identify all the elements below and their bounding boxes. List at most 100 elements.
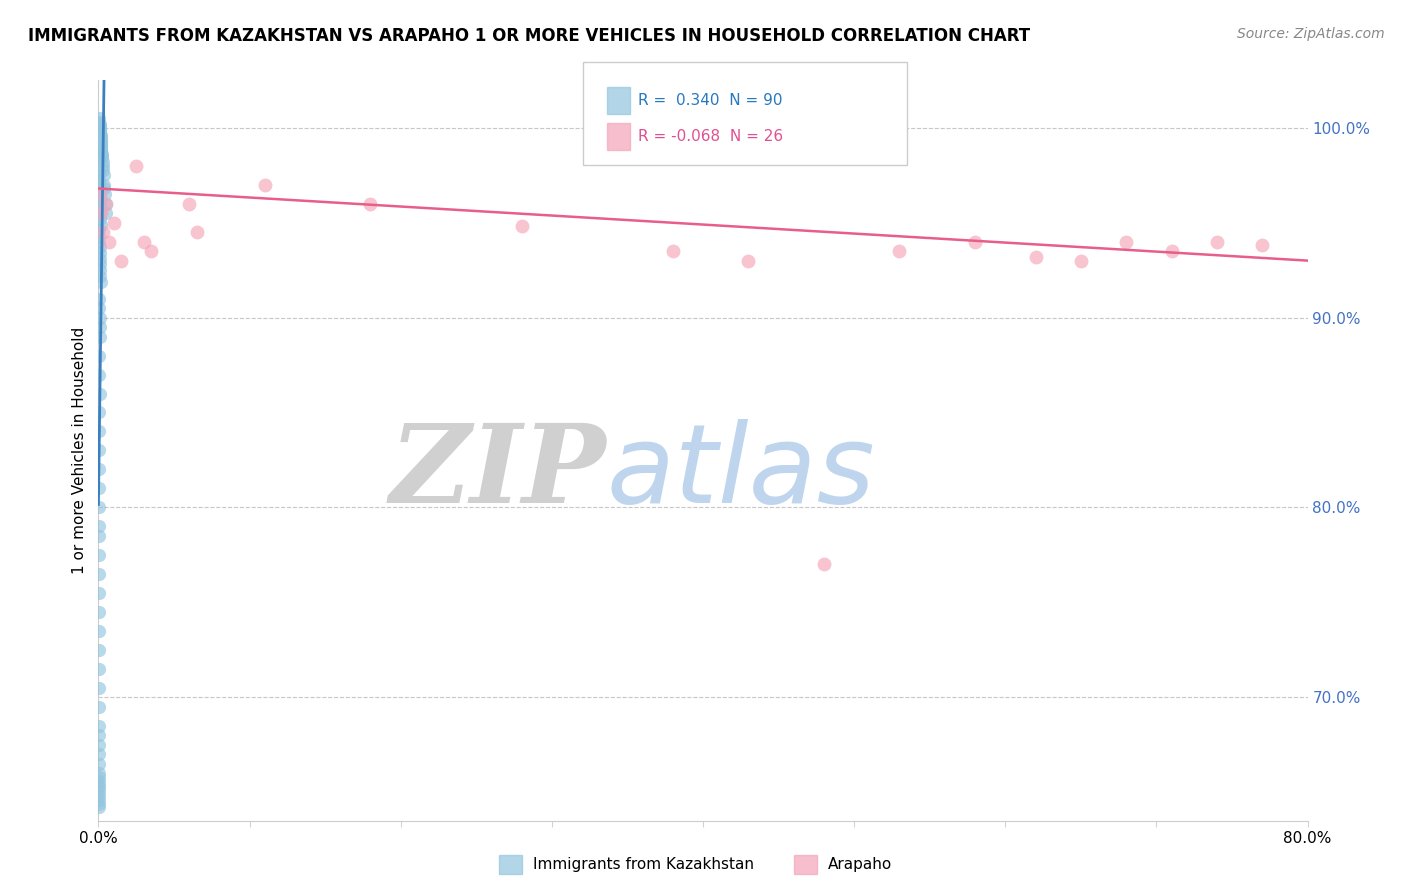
Point: [89, 462, 111, 476]
Point: [90, 218, 112, 232]
Point: [510, 219, 533, 234]
Point: [91, 149, 114, 163]
Point: [89, 211, 111, 226]
Text: R = -0.068  N = 26: R = -0.068 N = 26: [638, 129, 783, 144]
Point: [89, 206, 111, 220]
Point: [89, 246, 111, 260]
Point: [89, 773, 111, 788]
Point: [90, 206, 112, 220]
Point: [90, 139, 112, 153]
Point: [89, 789, 111, 803]
Point: [89, 187, 111, 202]
Point: [89, 292, 111, 306]
Point: [89, 240, 111, 254]
Point: [89, 443, 111, 458]
Point: [91, 159, 114, 173]
Point: [89, 529, 111, 543]
Point: [89, 624, 111, 638]
Point: [90, 132, 112, 146]
Point: [1070, 253, 1092, 268]
Point: [89, 252, 111, 266]
Text: IMMIGRANTS FROM KAZAKHSTAN VS ARAPAHO 1 OR MORE VEHICLES IN HOUSEHOLD CORRELATIO: IMMIGRANTS FROM KAZAKHSTAN VS ARAPAHO 1 …: [28, 27, 1031, 45]
Point: [89, 183, 111, 197]
Point: [89, 747, 111, 762]
Point: [89, 263, 111, 277]
Point: [103, 216, 125, 230]
Point: [89, 793, 111, 807]
Point: [89, 112, 111, 126]
Point: [90, 136, 112, 150]
Point: [89, 127, 111, 141]
Point: [89, 605, 111, 619]
Point: [90, 275, 112, 289]
Point: [89, 349, 111, 363]
Point: [89, 586, 111, 600]
Text: R =  0.340  N = 90: R = 0.340 N = 90: [638, 94, 783, 108]
Point: [89, 301, 111, 315]
Point: [89, 642, 111, 657]
Point: [186, 225, 208, 239]
Point: [89, 778, 111, 792]
Point: [813, 558, 835, 572]
Point: [89, 124, 111, 138]
Point: [91, 225, 114, 239]
Point: [89, 386, 111, 401]
Point: [1024, 250, 1046, 264]
Point: [89, 770, 111, 784]
Point: [91, 155, 114, 169]
Point: [89, 785, 111, 799]
Point: [965, 235, 987, 249]
Point: [90, 144, 112, 158]
Point: [89, 728, 111, 742]
Point: [1251, 238, 1274, 252]
Point: [94, 196, 117, 211]
Y-axis label: 1 or more Vehicles in Household: 1 or more Vehicles in Household: [72, 326, 87, 574]
Point: [89, 797, 111, 811]
Point: [89, 201, 111, 215]
Point: [90, 137, 112, 152]
Point: [125, 159, 148, 173]
Point: [360, 196, 382, 211]
Point: [89, 174, 111, 188]
Text: atlas: atlas: [606, 419, 875, 526]
Point: [93, 178, 115, 192]
Point: [89, 119, 111, 133]
Point: [737, 253, 759, 268]
Point: [110, 253, 132, 268]
Point: [89, 268, 111, 283]
Point: [94, 206, 117, 220]
Point: [89, 320, 111, 334]
Point: [89, 310, 111, 325]
Point: [91, 151, 114, 165]
Text: Arapaho: Arapaho: [828, 857, 893, 871]
Point: [661, 244, 683, 259]
Point: [90, 145, 112, 160]
Point: [89, 681, 111, 695]
Point: [89, 566, 111, 581]
Point: [89, 257, 111, 271]
Point: [89, 548, 111, 562]
Point: [90, 134, 112, 148]
Point: [89, 122, 111, 136]
Point: [93, 168, 115, 182]
Point: [89, 662, 111, 676]
Point: [1160, 244, 1182, 259]
Point: [89, 117, 111, 131]
Point: [89, 168, 111, 182]
Point: [132, 235, 155, 249]
Point: [93, 181, 115, 195]
Point: [94, 187, 117, 202]
Point: [89, 235, 111, 249]
Point: [89, 738, 111, 752]
Point: [89, 519, 111, 533]
Point: [98, 235, 121, 249]
Point: [89, 194, 111, 209]
Point: [89, 500, 111, 515]
Text: ZIP: ZIP: [389, 419, 606, 526]
Text: Immigrants from Kazakhstan: Immigrants from Kazakhstan: [533, 857, 754, 871]
Point: [141, 244, 163, 259]
Point: [90, 130, 112, 145]
Point: [89, 800, 111, 814]
Point: [253, 178, 276, 192]
Point: [94, 196, 117, 211]
